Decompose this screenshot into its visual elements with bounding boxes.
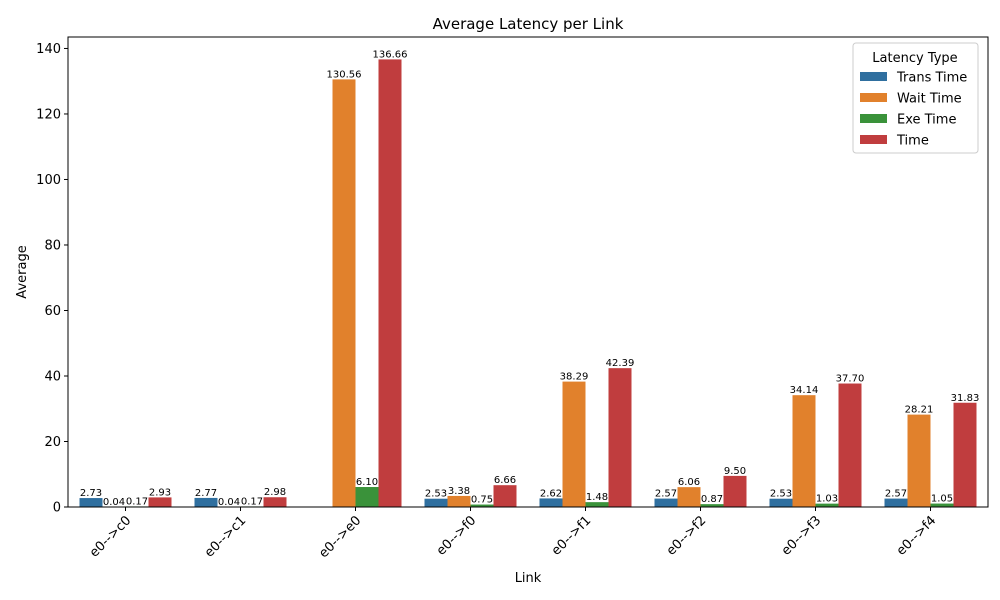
bar-value-label: 6.66 (494, 475, 516, 486)
legend-box (852, 42, 979, 154)
bar-value-label: 2.62 (540, 488, 562, 499)
bar (792, 395, 816, 507)
legend-title: Latency Type (872, 51, 957, 66)
bar (378, 59, 402, 508)
x-tick-label: e0-->f4 (894, 513, 940, 559)
legend-label: Wait Time (897, 92, 962, 107)
y-tick-label: 80 (44, 238, 61, 253)
bar (838, 383, 862, 507)
x-tick-label: e0-->f1 (549, 513, 595, 559)
bar (493, 485, 517, 507)
legend-label: Exe Time (897, 113, 956, 128)
legend-swatch (860, 135, 887, 144)
axes-frame (67, 36, 989, 508)
bar-value-label: 0.87 (701, 494, 723, 505)
bar (677, 487, 701, 507)
bar (194, 497, 218, 507)
bar-value-label: 28.21 (905, 405, 934, 416)
bar (585, 502, 609, 507)
bar-value-label: 1.48 (586, 492, 608, 503)
bar-value-label: 2.93 (149, 487, 171, 498)
bar-value-label: 2.57 (655, 489, 677, 500)
bar-value-label: 0.04 (218, 497, 240, 508)
bar-value-label: 2.98 (264, 487, 286, 498)
bar (539, 498, 563, 507)
legend-label: Trans Time (896, 71, 967, 86)
bar (723, 475, 747, 507)
bar (562, 381, 586, 507)
bar (332, 79, 356, 507)
y-tick-label: 60 (44, 304, 61, 319)
bar (447, 495, 471, 507)
bar (953, 402, 977, 507)
bar (930, 503, 954, 507)
bar-value-label: 2.77 (195, 488, 217, 499)
bar (654, 498, 678, 507)
legend-swatch (860, 72, 887, 81)
bar-value-label: 37.70 (836, 374, 865, 385)
bar (608, 368, 632, 507)
bar-value-label: 136.66 (373, 49, 408, 60)
x-axis-label: Link (515, 571, 542, 586)
bar (424, 498, 448, 507)
bar (884, 498, 908, 507)
legend-swatch (860, 93, 887, 102)
bar-value-label: 0.75 (471, 495, 493, 506)
bar-value-label: 2.53 (425, 489, 447, 500)
bar (907, 414, 931, 507)
bar-value-label: 6.10 (356, 477, 378, 488)
y-tick-label: 0 (53, 501, 61, 516)
bar (769, 498, 793, 507)
bar (355, 487, 379, 507)
bar (148, 497, 172, 507)
bar-value-label: 31.83 (951, 393, 980, 404)
bar (79, 498, 103, 507)
bar-value-label: 0.17 (126, 496, 148, 507)
bar (815, 503, 839, 507)
bar-value-label: 2.57 (885, 489, 907, 500)
chart-title: Average Latency per Link (433, 15, 624, 33)
y-axis-label: Average (15, 245, 30, 298)
x-tick-label: e0-->f2 (664, 513, 710, 559)
x-tick-label: e0-->f0 (434, 513, 480, 559)
bar (263, 497, 287, 507)
y-tick-label: 20 (44, 435, 61, 450)
y-tick-label: 100 (36, 173, 61, 188)
x-tick-label: e0-->f3 (779, 513, 825, 559)
bar-value-label: 3.38 (448, 486, 470, 497)
x-tick-label: e0-->c0 (87, 513, 134, 560)
y-tick-label: 120 (36, 107, 61, 122)
bar-value-label: 2.53 (770, 489, 792, 500)
y-tick-label: 40 (44, 369, 61, 384)
legend-swatch (860, 114, 887, 123)
bar-value-label: 6.06 (678, 477, 700, 488)
bar-value-label: 42.39 (606, 358, 635, 369)
bar-value-label: 1.05 (931, 494, 953, 505)
bar-value-label: 2.73 (80, 488, 102, 499)
bar-value-label: 34.14 (790, 385, 819, 396)
bar (700, 504, 724, 507)
bar (470, 504, 494, 507)
legend-label: Time (896, 134, 929, 149)
bar-value-label: 9.50 (724, 466, 746, 477)
x-tick-label: e0-->c1 (202, 513, 249, 560)
plot-area: 2.73 2.77 2.53 2.62 2.57 2.53 2.57 0.04 0.04 130.… (36, 36, 989, 561)
bar-value-label: 38.29 (560, 372, 589, 383)
bar-value-label: 0.17 (241, 496, 263, 507)
legend: Latency Type Trans Time Wait Time Exe Time… (852, 42, 979, 154)
bar-value-label: 130.56 (327, 69, 362, 80)
x-tick-label: e0-->e0 (316, 513, 364, 561)
bar-value-label: 1.03 (816, 494, 838, 505)
y-tick-label: 140 (36, 42, 61, 57)
bar-value-label: 0.04 (103, 497, 125, 508)
